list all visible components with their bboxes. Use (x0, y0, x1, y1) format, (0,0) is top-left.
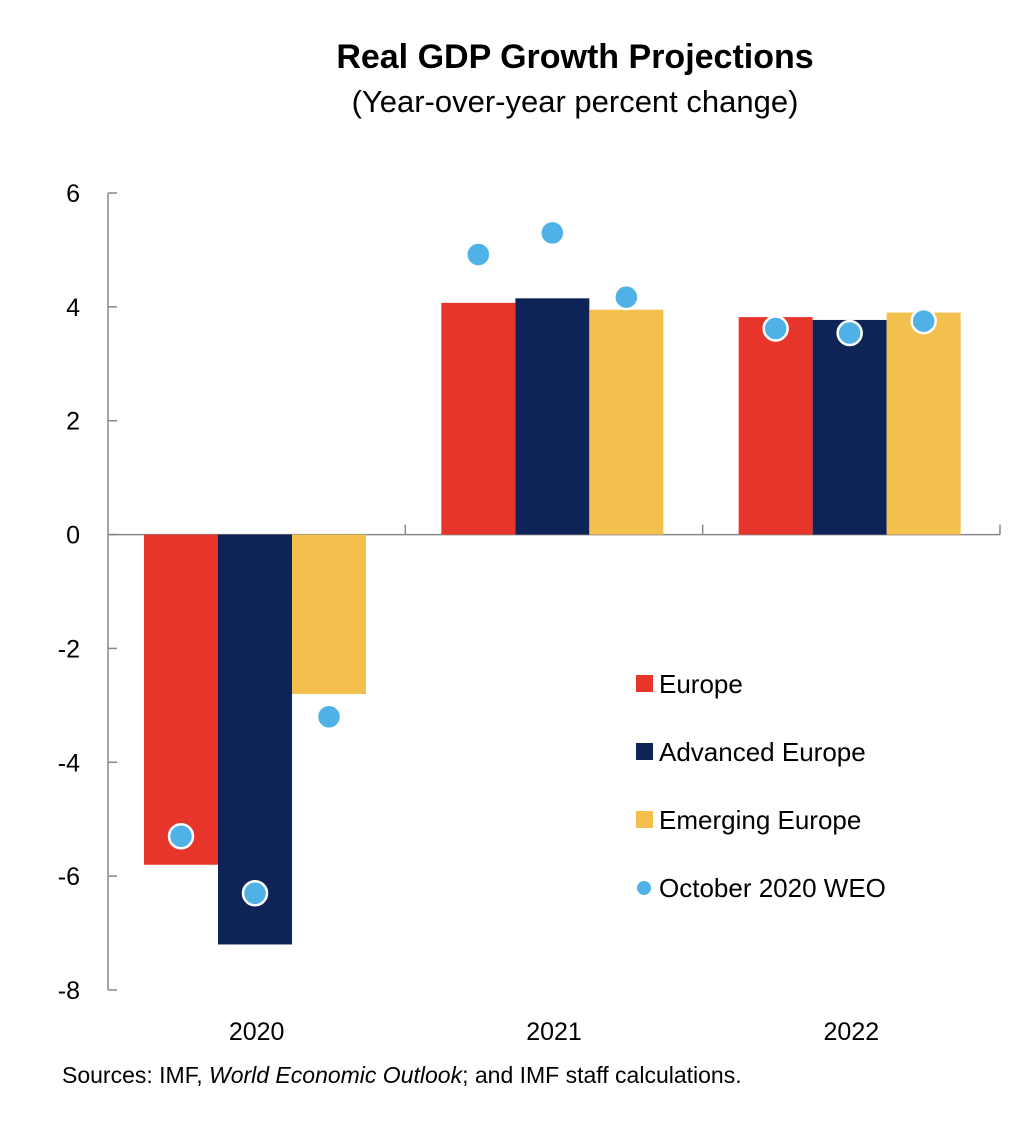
y-tick-label: -8 (58, 977, 80, 1005)
source-note: Sources: IMF, World Economic Outlook; an… (62, 1062, 742, 1089)
bar (812, 319, 887, 535)
legend-label: October 2020 WEO (659, 873, 886, 903)
marker-point (539, 219, 566, 247)
bar (515, 298, 590, 535)
bar (886, 312, 961, 535)
chart-title: Real GDP Growth Projections (336, 38, 814, 76)
bar (589, 309, 664, 535)
bar (738, 317, 813, 535)
y-tick-label: 4 (66, 294, 80, 322)
chart-subtitle: (Year-over-year percent change) (351, 84, 799, 119)
marker-point (910, 307, 937, 335)
bar (144, 534, 218, 865)
bar (292, 534, 366, 694)
legend-swatch (636, 743, 653, 760)
y-tick-label: 2 (66, 408, 80, 436)
chart-bars (144, 298, 961, 945)
x-tick-label: 2020 (229, 1018, 285, 1046)
marker-point (836, 319, 863, 347)
y-tick-label: -6 (58, 863, 80, 891)
x-tick-label: 2022 (824, 1018, 880, 1046)
marker-point (762, 315, 789, 342)
legend-label: Emerging Europe (659, 805, 861, 835)
legend-marker (637, 881, 651, 895)
marker-point (167, 823, 195, 850)
source-italic: World Economic Outlook (208, 1062, 463, 1088)
legend-swatch (636, 811, 653, 828)
y-tick-label: 0 (66, 522, 80, 550)
legend-label: Advanced Europe (659, 737, 866, 767)
x-tick-label: 2021 (526, 1018, 582, 1046)
marker-point (465, 241, 492, 268)
y-tick-label: -4 (58, 749, 80, 777)
chart-legend: Europe Advanced Europe Emerging Europe Octo… (636, 669, 886, 903)
chart-markers (167, 219, 937, 907)
legend-label: Europe (659, 669, 743, 699)
y-tick-label: 6 (66, 180, 80, 208)
marker-point (315, 703, 343, 730)
y-tick-label: -2 (58, 635, 80, 663)
marker-point (613, 283, 640, 311)
marker-point (241, 879, 269, 907)
legend-swatch (636, 675, 653, 692)
bar (441, 302, 516, 535)
bar (218, 534, 292, 945)
source-suffix: ; and IMF staff calculations. (462, 1062, 742, 1088)
source-prefix: Sources: IMF, (62, 1062, 209, 1088)
